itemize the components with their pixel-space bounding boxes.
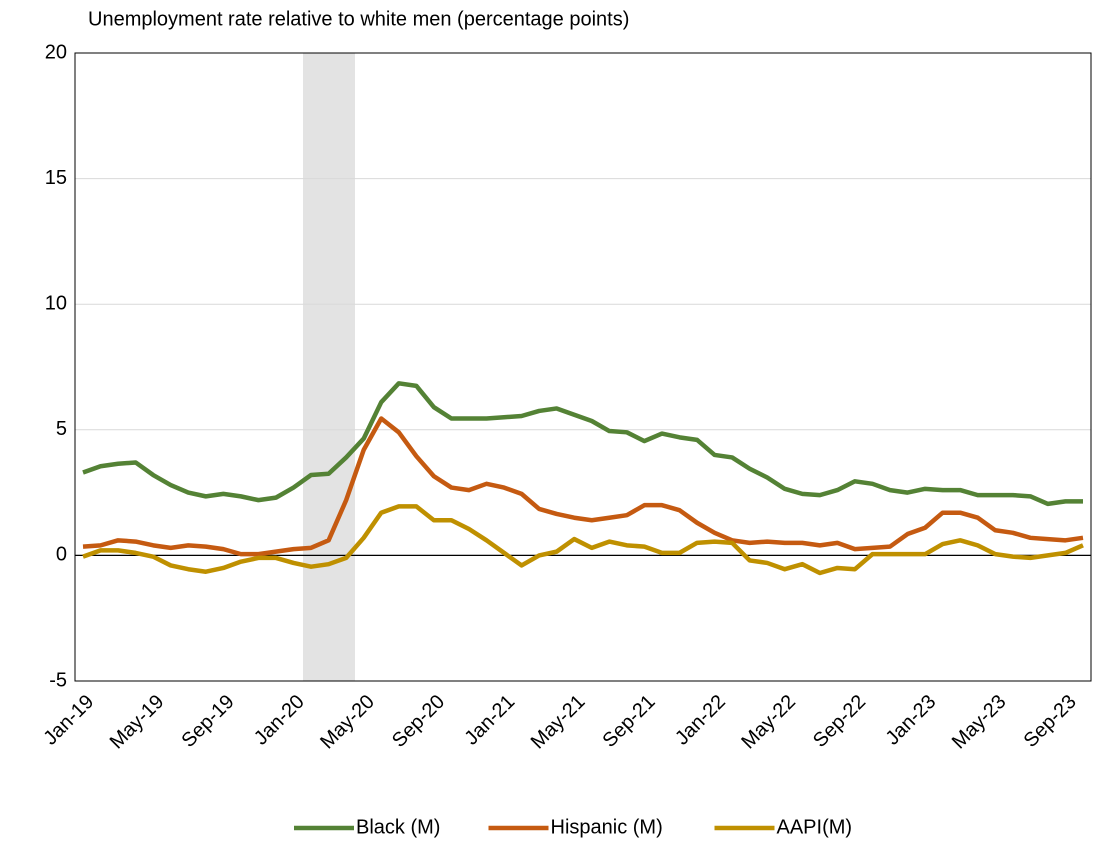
x-tick-label: Jan-19	[39, 691, 98, 750]
recession-shading	[303, 53, 355, 681]
x-tick-label: Jan-20	[250, 691, 309, 750]
x-tick-label: Sep-20	[388, 691, 449, 752]
x-tick-label: May-20	[316, 691, 379, 754]
x-tick-label: Jan-21	[461, 691, 520, 750]
plot-frame	[74, 52, 1092, 682]
x-tick-label: May-21	[527, 691, 590, 754]
legend-label: Hispanic (M)	[551, 816, 663, 838]
y-tick-label: 10	[45, 292, 67, 314]
line-series	[82, 381, 1083, 507]
x-tick-label: Sep-23	[1020, 691, 1081, 752]
y-tick-label: 20	[45, 41, 67, 63]
legend-label: AAPI(M)	[777, 816, 853, 838]
x-tick-label: Sep-21	[599, 691, 660, 752]
y-tick-label: 5	[56, 418, 67, 440]
line-series	[82, 504, 1084, 576]
x-tick-label: Sep-19	[177, 691, 238, 752]
y-tick-label: -5	[49, 669, 67, 691]
line-series	[82, 416, 1084, 557]
legend-label: Black (M)	[356, 816, 440, 838]
chart-title: Unemployment rate relative to white men …	[88, 8, 629, 30]
x-tick-label: May-19	[106, 691, 169, 754]
x-tick-label: Sep-22	[809, 691, 870, 752]
x-tick-label: Jan-23	[882, 691, 941, 750]
y-tick-label: 0	[56, 544, 67, 566]
x-tick-label: Jan-22	[671, 691, 730, 750]
x-tick-label: May-23	[948, 691, 1011, 754]
x-tick-label: May-22	[737, 691, 800, 754]
y-tick-label: 15	[45, 167, 67, 189]
